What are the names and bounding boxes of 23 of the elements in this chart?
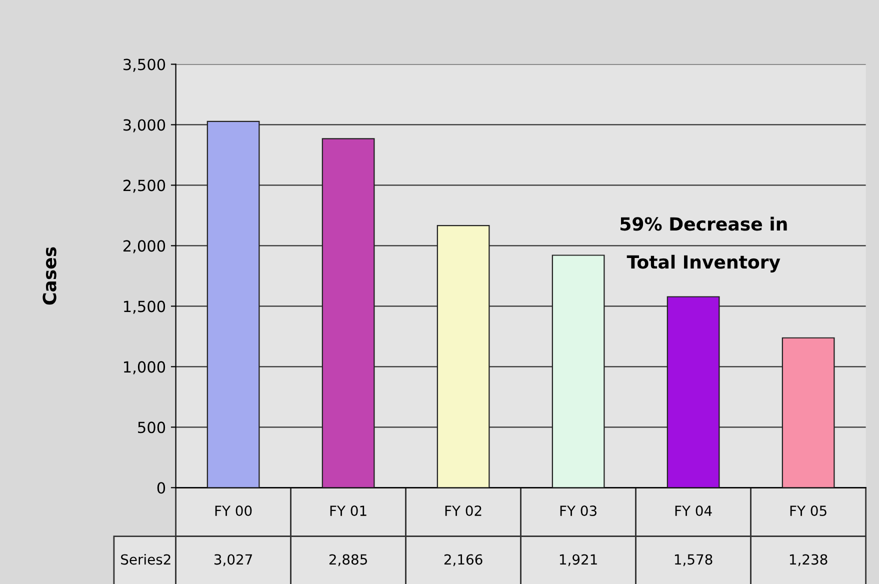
y-tick-label: 1,000 <box>124 361 166 374</box>
data-label: 1,238 <box>790 554 828 566</box>
x-tick-label: FY 01 <box>330 506 366 516</box>
data-label: 1,921 <box>560 554 597 566</box>
text: Series2 <box>121 554 170 565</box>
y-axis-title: Cases <box>42 247 56 305</box>
x-tick-label: FY 00 <box>215 506 252 516</box>
y-tick-label: 0 <box>157 482 166 494</box>
y-tick-label: 1,500 <box>124 300 166 314</box>
y-tick-label: 500 <box>138 422 166 434</box>
data-label: 2,166 <box>444 554 482 566</box>
x-tick-label: FY 04 <box>675 506 712 516</box>
x-tick-label: FY 03 <box>560 506 596 516</box>
data-label: 3,027 <box>214 554 252 566</box>
y-tick-label: 2,500 <box>123 180 166 193</box>
x-tick-label: FY 05 <box>790 506 826 516</box>
y-tick-label: 3,000 <box>124 119 166 132</box>
text: 59% Decrease in Total Inventory <box>620 216 787 272</box>
data-label: 2,885 <box>329 554 367 566</box>
data-label: 1,578 <box>674 554 712 566</box>
y-tick-label: 2,000 <box>123 240 166 254</box>
x-tick-label: FY 02 <box>445 506 482 516</box>
y-tick-label: 3,500 <box>124 58 166 72</box>
